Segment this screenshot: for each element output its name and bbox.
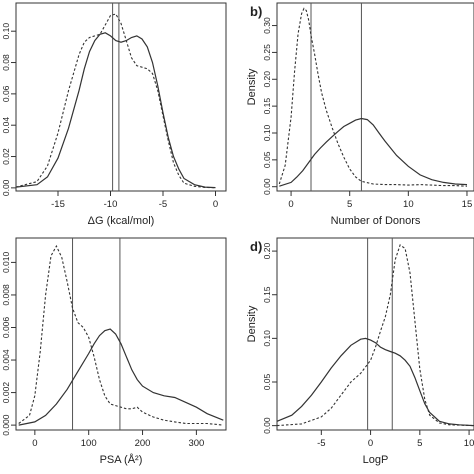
chart-1-y-tick-label: 0.00: [1, 179, 11, 196]
chart-1-plot-frame: [15, 2, 227, 192]
chart-4-plot-frame: [276, 237, 474, 431]
chart-3-y-tick-label: 0.010: [1, 252, 11, 274]
chart-3: 0 100 200 300 0.000 0.002 0.004 0.006 0.008 0.010…: [1, 237, 227, 466]
chart-1-x-tick-label: -10: [104, 199, 118, 210]
chart-3-y-tick-label: 0.008: [1, 284, 11, 306]
chart-3-x-axis-label: PSA (Å²): [100, 453, 143, 466]
chart-2-y-axis-label: Density: [246, 68, 258, 105]
chart-2-y-tick-label: 0.10: [262, 124, 272, 141]
chart-2: 0 5 10 15 0.00 0.05 0.10 0.15 0.20 0.25 0.30 Number…: [246, 2, 474, 227]
chart-2-x-tick-label: 10: [403, 199, 414, 210]
chart-4-series-dashed: [276, 244, 474, 427]
chart-2-x-tick-label: 5: [347, 199, 352, 210]
chart-4-y-axis-label: Density: [246, 305, 258, 342]
chart-4-y-tick-label: 0.10: [262, 330, 272, 347]
chart-1-y-tick-label: 0.08: [1, 54, 11, 71]
chart-4-y-tick-label: 0.15: [262, 286, 272, 303]
chart-2-y-tick-label: 0.25: [262, 44, 272, 61]
chart-2-y-tick-label: 0.20: [262, 71, 272, 88]
chart-4-x-tick-label: 0: [368, 438, 373, 449]
chart-3-y-tick-label: 0.006: [1, 317, 11, 339]
chart-2-panel-label: b): [250, 4, 262, 19]
chart-2-series-dashed: [278, 7, 468, 187]
chart-4: -5 0 5 10 0.00 0.05 0.10 0.15 0.20 LogP Density d): [246, 237, 474, 466]
chart-3-x-tick-label: 100: [81, 438, 97, 449]
chart-1-x-axis-label: ΔG (kcal/mol): [88, 215, 155, 227]
chart-3-series-solid: [18, 328, 224, 426]
chart-1-x-tick-label: -5: [159, 199, 167, 210]
chart-2-y-tick-label: 0.05: [262, 151, 272, 168]
chart-1-y-tick-label: 0.10: [1, 23, 11, 40]
chart-4-x-tick-label: -5: [317, 438, 325, 449]
chart-4-y-tick-label: 0.20: [262, 243, 272, 260]
chart-4-x-axis-label: LogP: [363, 454, 389, 466]
chart-4-x-tick-label: 10: [464, 438, 474, 449]
chart-3-x-tick-label: 200: [135, 438, 151, 449]
chart-4-y-tick-label: 0.05: [262, 373, 272, 390]
chart-3-x-tick-label: 0: [32, 438, 37, 449]
chart-1: -15 -10 -5 0 0.00 0.02 0.04 0.06 0.08 0.10 ΔG (kca…: [1, 2, 227, 227]
chart-3-y-tick-label: 0.004: [1, 349, 11, 371]
chart-3-plot-frame: [15, 237, 227, 431]
chart-4-series-solid: [276, 337, 474, 427]
chart-4-y-tick-label: 0.00: [262, 417, 272, 434]
chart-3-x-tick-label: 300: [188, 438, 204, 449]
chart-3-y-tick-label: 0.000: [1, 414, 11, 436]
chart-3-y-tick-label: 0.002: [1, 382, 11, 404]
chart-4-x-tick-label: 5: [417, 438, 422, 449]
chart-1-y-tick-label: 0.02: [1, 148, 11, 165]
chart-2-plot-frame: [276, 2, 474, 192]
chart-2-y-tick-label: 0.30: [262, 17, 272, 34]
chart-2-y-tick-label: 0.15: [262, 98, 272, 115]
chart-1-series-dashed: [15, 13, 216, 189]
chart-2-series-solid: [279, 117, 468, 187]
chart-2-x-tick-label: 15: [462, 199, 473, 210]
chart-1-x-tick-label: -15: [51, 199, 65, 210]
chart-3-series-dashed: [18, 244, 224, 426]
chart-2-x-axis-label: Number of Donors: [331, 215, 421, 227]
chart-1-series-solid: [15, 32, 216, 189]
chart-1-x-tick-label: 0: [213, 199, 218, 210]
chart-4-panel-label: d): [250, 239, 262, 254]
chart-1-y-tick-label: 0.04: [1, 117, 11, 134]
chart-2-y-tick-label: 0.00: [262, 178, 272, 195]
chart-1-y-tick-label: 0.06: [1, 85, 11, 102]
chart-2-x-tick-label: 0: [288, 199, 293, 210]
